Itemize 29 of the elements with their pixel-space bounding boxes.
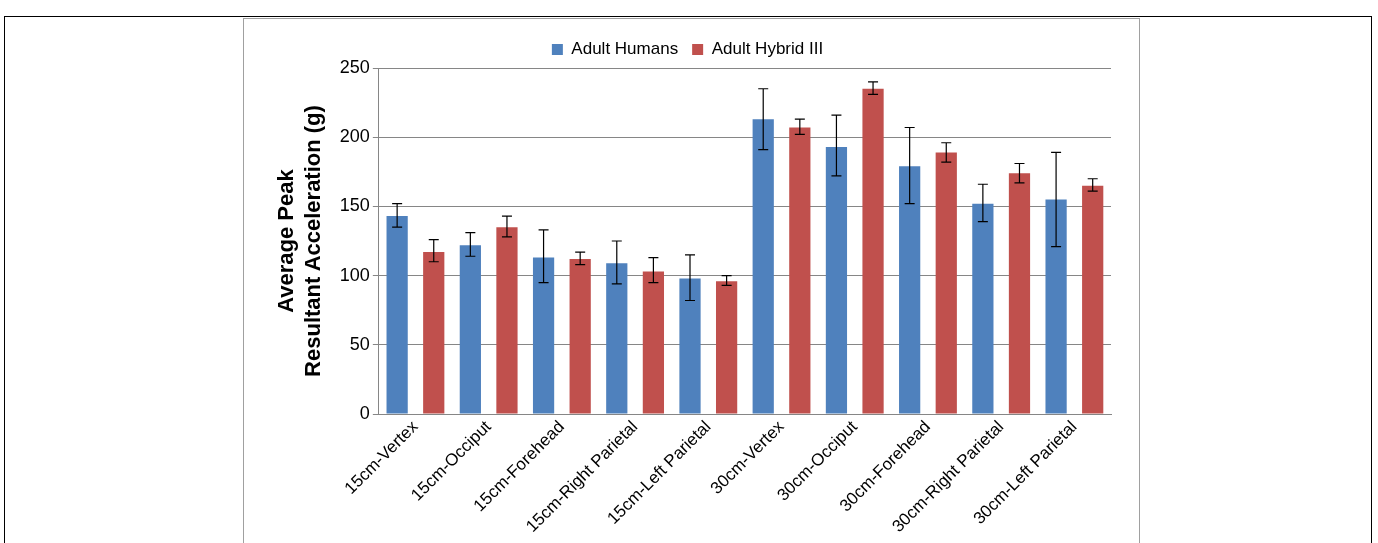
legend-label: Adult Hybrid III (711, 39, 824, 59)
bar (825, 146, 848, 414)
bar (496, 227, 518, 414)
y-tick-label: 150 (339, 195, 370, 216)
y-tick-label: 50 (349, 333, 370, 354)
bar (532, 257, 555, 414)
bar (459, 245, 481, 414)
bar (899, 166, 921, 414)
bar (606, 263, 628, 414)
y-tick-label: 0 (359, 402, 370, 423)
legend-label: Adult Humans (571, 39, 679, 59)
bar (569, 259, 591, 414)
y-tick-label: 250 (339, 56, 370, 77)
bar (789, 127, 811, 414)
bar (752, 119, 774, 414)
bar (423, 252, 445, 414)
y-tick-label: 200 (339, 126, 370, 147)
bar (1008, 173, 1031, 414)
bar (386, 216, 408, 414)
bar (642, 271, 665, 414)
bar (679, 278, 701, 414)
y-tick-label: 100 (339, 264, 370, 285)
bar (1082, 185, 1104, 414)
bar (862, 88, 884, 414)
y-axis-title: Average Peak Resultant Acceleration (g) (273, 105, 325, 377)
bar (716, 281, 738, 414)
bar (935, 152, 957, 414)
bar (1045, 199, 1067, 414)
bar (972, 203, 994, 414)
